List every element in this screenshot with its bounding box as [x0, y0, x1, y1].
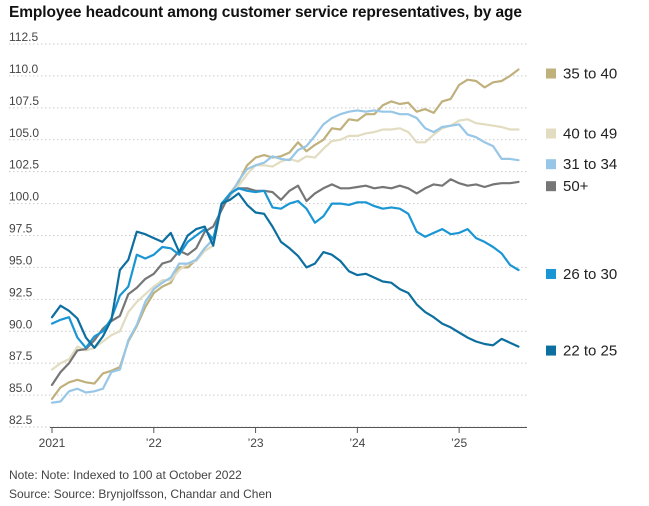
- legend-swatch: [546, 268, 556, 279]
- x-axis: 2021 ’22 ’23 ’24 ’25: [39, 427, 527, 450]
- legend-label: 31 to 34: [563, 156, 617, 173]
- legend-swatch: [546, 181, 556, 192]
- x-tick-label: ’24: [349, 436, 365, 450]
- chart-source: Source: Source: Brynjolfsson, Chandar an…: [9, 487, 272, 501]
- y-tick-label: 105.0: [9, 126, 39, 140]
- y-tick-label: 110.0: [9, 62, 38, 76]
- legend-label: 50+: [563, 178, 589, 195]
- y-tick-label: 97.5: [9, 222, 33, 236]
- series-line-22-to-25: [50, 192, 520, 349]
- legend-swatch: [546, 345, 556, 356]
- x-tick-label: 2021: [39, 436, 66, 450]
- chart-title: Employee headcount among customer servic…: [9, 4, 522, 21]
- x-tick-label: ’25: [451, 436, 467, 450]
- y-tick-label: 85.0: [9, 381, 33, 395]
- y-tick-label: 82.5: [9, 413, 33, 427]
- series-line-35-to-40: [50, 68, 520, 400]
- legend-label: 35 to 40: [563, 66, 617, 83]
- series-lines: [50, 68, 520, 404]
- y-tick-label: 107.5: [9, 94, 39, 108]
- series-line-26-to-30: [50, 187, 520, 349]
- gridlines: [9, 43, 527, 428]
- y-tick-label: 112.5: [9, 30, 38, 44]
- x-tick-label: ’22: [146, 436, 162, 450]
- legend-swatch: [546, 159, 556, 170]
- legend-swatch: [546, 128, 556, 139]
- legend-label: 40 to 49: [563, 126, 617, 143]
- chart-note: Note: Note: Indexed to 100 at October 20…: [9, 468, 242, 482]
- legend-swatch: [546, 68, 556, 79]
- series-line-50: [50, 178, 520, 386]
- legend-label: 26 to 30: [563, 266, 617, 283]
- y-tick-label: 95.0: [9, 253, 33, 267]
- legend-label: 22 to 25: [563, 343, 617, 360]
- y-tick-label: 100.0: [9, 190, 39, 204]
- legend: 35 to 40 40 to 49 31 to 34 50+ 26 to 30 22 to…: [546, 66, 617, 360]
- x-tick-label: ’23: [248, 436, 264, 450]
- y-tick-label: 90.0: [9, 317, 33, 331]
- y-tick-label: 102.5: [9, 158, 39, 172]
- y-axis-ticks: 82.5 85.0 87.5 90.0 92.5 95.0 97.5 100.0 102.5 10…: [9, 30, 39, 427]
- series-line-31-to-34: [50, 109, 520, 404]
- y-tick-label: 87.5: [9, 349, 33, 363]
- y-tick-label: 92.5: [9, 285, 33, 299]
